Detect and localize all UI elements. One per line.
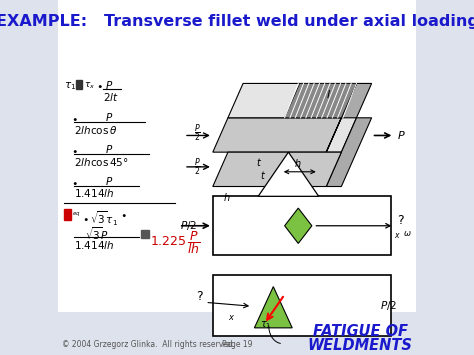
Text: $1.225\,\dfrac{P}{lh}$: $1.225\,\dfrac{P}{lh}$ <box>150 229 201 256</box>
Text: $\tau_x$: $\tau_x$ <box>84 81 95 91</box>
Text: $_{eq}$: $_{eq}$ <box>72 210 81 219</box>
Text: $\bullet$: $\bullet$ <box>96 81 102 91</box>
Polygon shape <box>213 118 341 152</box>
Polygon shape <box>326 118 372 186</box>
Text: $l$: $l$ <box>326 88 331 100</box>
Text: $t$: $t$ <box>260 169 266 181</box>
Text: $\bullet$: $\bullet$ <box>72 177 78 187</box>
Text: $\frac{P}{2}$: $\frac{P}{2}$ <box>194 156 201 178</box>
Bar <box>58 312 416 349</box>
Text: $1.414lh$: $1.414lh$ <box>74 187 115 200</box>
Polygon shape <box>255 286 292 328</box>
Polygon shape <box>228 118 356 152</box>
Polygon shape <box>326 83 372 152</box>
Text: $2lh\cos\theta$: $2lh\cos\theta$ <box>74 124 118 136</box>
Text: $\tau_1$: $\tau_1$ <box>64 81 76 92</box>
Text: $x$: $x$ <box>228 313 235 322</box>
Text: $P/2$: $P/2$ <box>380 299 397 312</box>
Text: EXAMPLE:   Transverse fillet weld under axial loading: EXAMPLE: Transverse fillet weld under ax… <box>0 14 474 29</box>
Text: $\tau_1$: $\tau_1$ <box>260 319 271 331</box>
Polygon shape <box>258 152 319 196</box>
Text: $P$: $P$ <box>105 143 114 155</box>
Polygon shape <box>285 208 312 244</box>
Bar <box>213 196 391 255</box>
Text: $\bullet$: $\bullet$ <box>72 145 78 155</box>
Polygon shape <box>326 83 356 152</box>
Text: $t$: $t$ <box>256 156 262 168</box>
Text: $1.414lh$: $1.414lh$ <box>74 239 115 251</box>
Text: $x$: $x$ <box>394 231 401 240</box>
Polygon shape <box>228 83 356 118</box>
Text: $2lt$: $2lt$ <box>103 91 119 103</box>
Text: $P$: $P$ <box>105 78 114 91</box>
Bar <box>213 275 391 336</box>
Text: $\bullet$: $\bullet$ <box>120 209 127 219</box>
Text: $P$: $P$ <box>105 111 114 123</box>
Text: $P$: $P$ <box>397 130 405 141</box>
Text: $\omega$: $\omega$ <box>402 229 411 238</box>
Text: $h$: $h$ <box>223 191 230 203</box>
Bar <box>141 230 148 237</box>
Text: $\bullet\,\sqrt{3}\tau_1$: $\bullet\,\sqrt{3}\tau_1$ <box>82 209 118 228</box>
Text: Page 19: Page 19 <box>222 340 252 349</box>
Text: $P$: $P$ <box>105 175 114 187</box>
Text: $\frac{P}{2}$: $\frac{P}{2}$ <box>194 123 201 144</box>
Text: $P/2$: $P/2$ <box>180 219 197 232</box>
Bar <box>58 37 416 312</box>
Text: $2lh\cos 45°$: $2lh\cos 45°$ <box>74 156 129 168</box>
Bar <box>58 0 416 37</box>
Polygon shape <box>285 83 356 118</box>
Text: WELDMENTS: WELDMENTS <box>308 338 413 353</box>
Text: $\bullet$: $\bullet$ <box>72 113 78 123</box>
Text: $?$: $?$ <box>196 290 204 303</box>
Polygon shape <box>213 152 341 186</box>
Bar <box>76 80 82 89</box>
Text: $\sqrt{3}P$: $\sqrt{3}P$ <box>85 226 109 242</box>
Text: FATIGUE OF: FATIGUE OF <box>313 324 408 339</box>
Text: $?$: $?$ <box>397 214 404 227</box>
Bar <box>64 209 71 220</box>
Text: © 2004 Grzegorz Glinka.  All rights reserved.: © 2004 Grzegorz Glinka. All rights reser… <box>62 340 235 349</box>
Text: $h$: $h$ <box>294 157 301 169</box>
